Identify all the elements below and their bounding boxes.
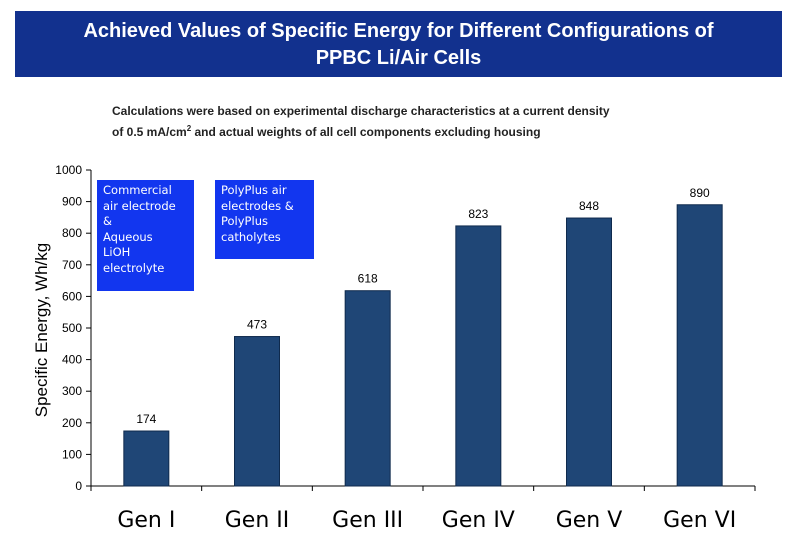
data-label: 890 xyxy=(690,186,710,200)
y-tick-label: 0 xyxy=(75,479,82,493)
y-tick-label: 300 xyxy=(62,384,82,398)
category-label: Gen I xyxy=(117,508,175,533)
y-tick-label: 400 xyxy=(62,353,82,367)
subtitle-line-2-prefix: of 0.5 mA/cm xyxy=(112,125,187,139)
y-tick-label: 900 xyxy=(62,195,82,209)
bar xyxy=(455,225,502,487)
bar xyxy=(234,336,280,487)
bar xyxy=(123,430,170,487)
bar xyxy=(344,290,391,487)
y-tick-label: 700 xyxy=(62,258,82,272)
data-label: 823 xyxy=(468,207,488,221)
data-label: 618 xyxy=(358,272,378,286)
chart-subtitle: Calculations were based on experimental … xyxy=(112,103,752,141)
note-polyplus-line: electrodes & xyxy=(221,198,294,213)
data-label: 174 xyxy=(136,412,156,426)
subtitle-line-2: of 0.5 mA/cm2 and actual weights of all … xyxy=(112,120,752,141)
category-label: Gen III xyxy=(332,508,403,533)
category-label: Gen II xyxy=(225,508,290,533)
note-commercial-line: air electrode xyxy=(103,198,176,213)
title-line-1: Achieved Values of Specific Energy for D… xyxy=(83,20,714,42)
bar xyxy=(676,204,723,487)
note-polyplus: PolyPlus air electrodes & PolyPlus catho… xyxy=(215,180,314,259)
note-commercial-line: Aqueous xyxy=(103,229,153,244)
data-label: 473 xyxy=(247,318,267,332)
note-commercial: Commercial air electrode & Aqueous LiOH … xyxy=(97,180,194,291)
y-tick-label: 600 xyxy=(62,289,82,303)
data-label: 848 xyxy=(579,199,599,213)
subtitle-line-1: Calculations were based on experimental … xyxy=(112,104,610,118)
note-commercial-line: & xyxy=(103,214,112,228)
note-commercial-line: Commercial xyxy=(103,183,172,197)
y-tick-label: 500 xyxy=(62,321,82,335)
slide-title: Achieved Values of Specific Energy for D… xyxy=(15,11,782,77)
note-polyplus-line: PolyPlus xyxy=(221,214,268,228)
category-label: Gen IV xyxy=(442,508,515,533)
subtitle-line-2-suffix: and actual weights of all cell component… xyxy=(191,125,541,139)
category-label: Gen VI xyxy=(663,508,736,533)
y-tick-label: 1000 xyxy=(55,163,82,177)
y-tick-label: 100 xyxy=(62,447,82,461)
note-polyplus-line: catholytes xyxy=(221,229,281,244)
y-tick-label: 200 xyxy=(62,416,82,430)
note-polyplus-line: PolyPlus air xyxy=(221,183,287,197)
note-commercial-line: LiOH xyxy=(103,245,131,259)
y-axis-title: Specific Energy, Wh/kg xyxy=(32,243,51,417)
y-tick-label: 800 xyxy=(62,226,82,240)
note-commercial-line: electrolyte xyxy=(103,260,165,275)
subtitle-superscript: 2 xyxy=(186,124,192,133)
title-line-2: PPBC Li/Air Cells xyxy=(315,47,482,69)
bar xyxy=(566,217,612,487)
category-label: Gen V xyxy=(556,508,623,533)
